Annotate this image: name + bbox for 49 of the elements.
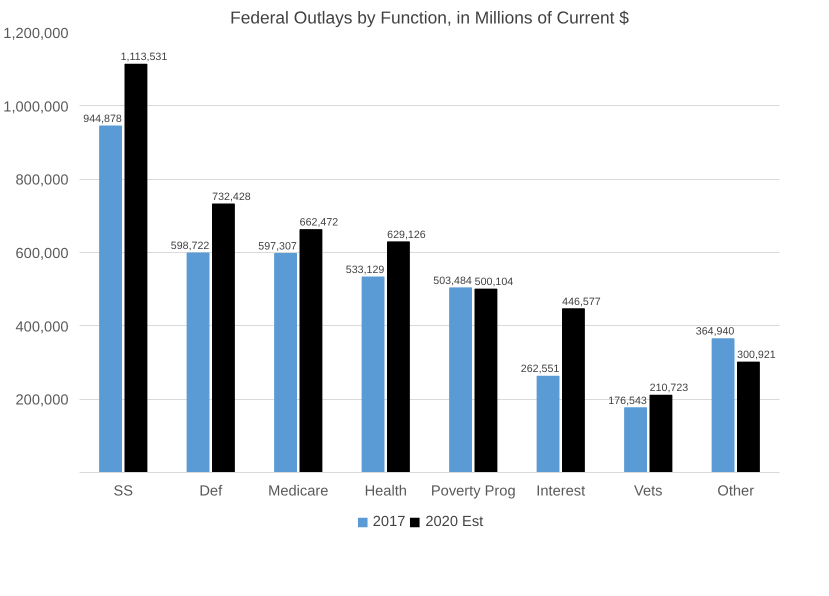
bar	[536, 376, 560, 472]
data-label: 503,484	[433, 274, 472, 287]
bar	[712, 338, 734, 472]
y-tick-label: 1,000,000	[3, 99, 68, 116]
bar	[99, 126, 122, 472]
legend-label: 2017	[372, 514, 406, 530]
bar	[449, 287, 472, 472]
data-label: 732,428	[212, 190, 251, 203]
legend-label: 2020 Est	[425, 514, 484, 530]
data-label: 533,129	[346, 264, 384, 276]
data-label: 262,551	[520, 363, 560, 376]
bar	[362, 276, 384, 472]
x-tick-label: Def	[199, 484, 224, 500]
y-tick-label: 800,000	[16, 172, 69, 189]
bar	[387, 241, 410, 472]
bar	[124, 64, 148, 472]
y-tick-label: 1,200,000	[3, 26, 68, 42]
x-tick-label: Other	[717, 484, 754, 500]
x-tick-label: Poverty Prog	[430, 484, 516, 500]
data-label: 210,723	[650, 382, 688, 394]
x-tick-label: SS	[113, 484, 134, 500]
data-label: 598,722	[170, 240, 210, 252]
bar	[737, 362, 760, 472]
x-tick-label: Health	[364, 484, 407, 500]
y-tick-label: 200,000	[16, 392, 69, 409]
data-label: 944,878	[83, 113, 122, 126]
bar	[212, 203, 235, 472]
bar	[474, 288, 498, 472]
data-label: 597,307	[258, 240, 297, 252]
data-label: 176,543	[608, 394, 647, 407]
y-tick-label: 400,000	[16, 319, 69, 336]
bar	[562, 308, 585, 472]
data-label: 446,577	[562, 296, 601, 308]
chart-title: Federal Outlays by Function, in Millions of Current $	[230, 8, 630, 28]
bar	[186, 252, 210, 472]
data-label: 500,104	[474, 276, 514, 288]
data-label: 364,940	[696, 326, 734, 338]
bar	[300, 229, 322, 472]
data-label: 1,113,531	[120, 51, 168, 64]
data-label: 629,126	[387, 228, 426, 241]
data-label: 662,472	[300, 216, 338, 229]
x-tick-label: Interest	[536, 484, 586, 500]
bar	[650, 394, 672, 472]
data-label: 300,921	[737, 349, 776, 362]
x-tick-label: Medicare	[268, 484, 328, 500]
bar	[624, 407, 647, 472]
bar	[274, 252, 297, 472]
y-tick-label: 600,000	[16, 246, 69, 262]
x-tick-label: Vets	[634, 484, 663, 500]
